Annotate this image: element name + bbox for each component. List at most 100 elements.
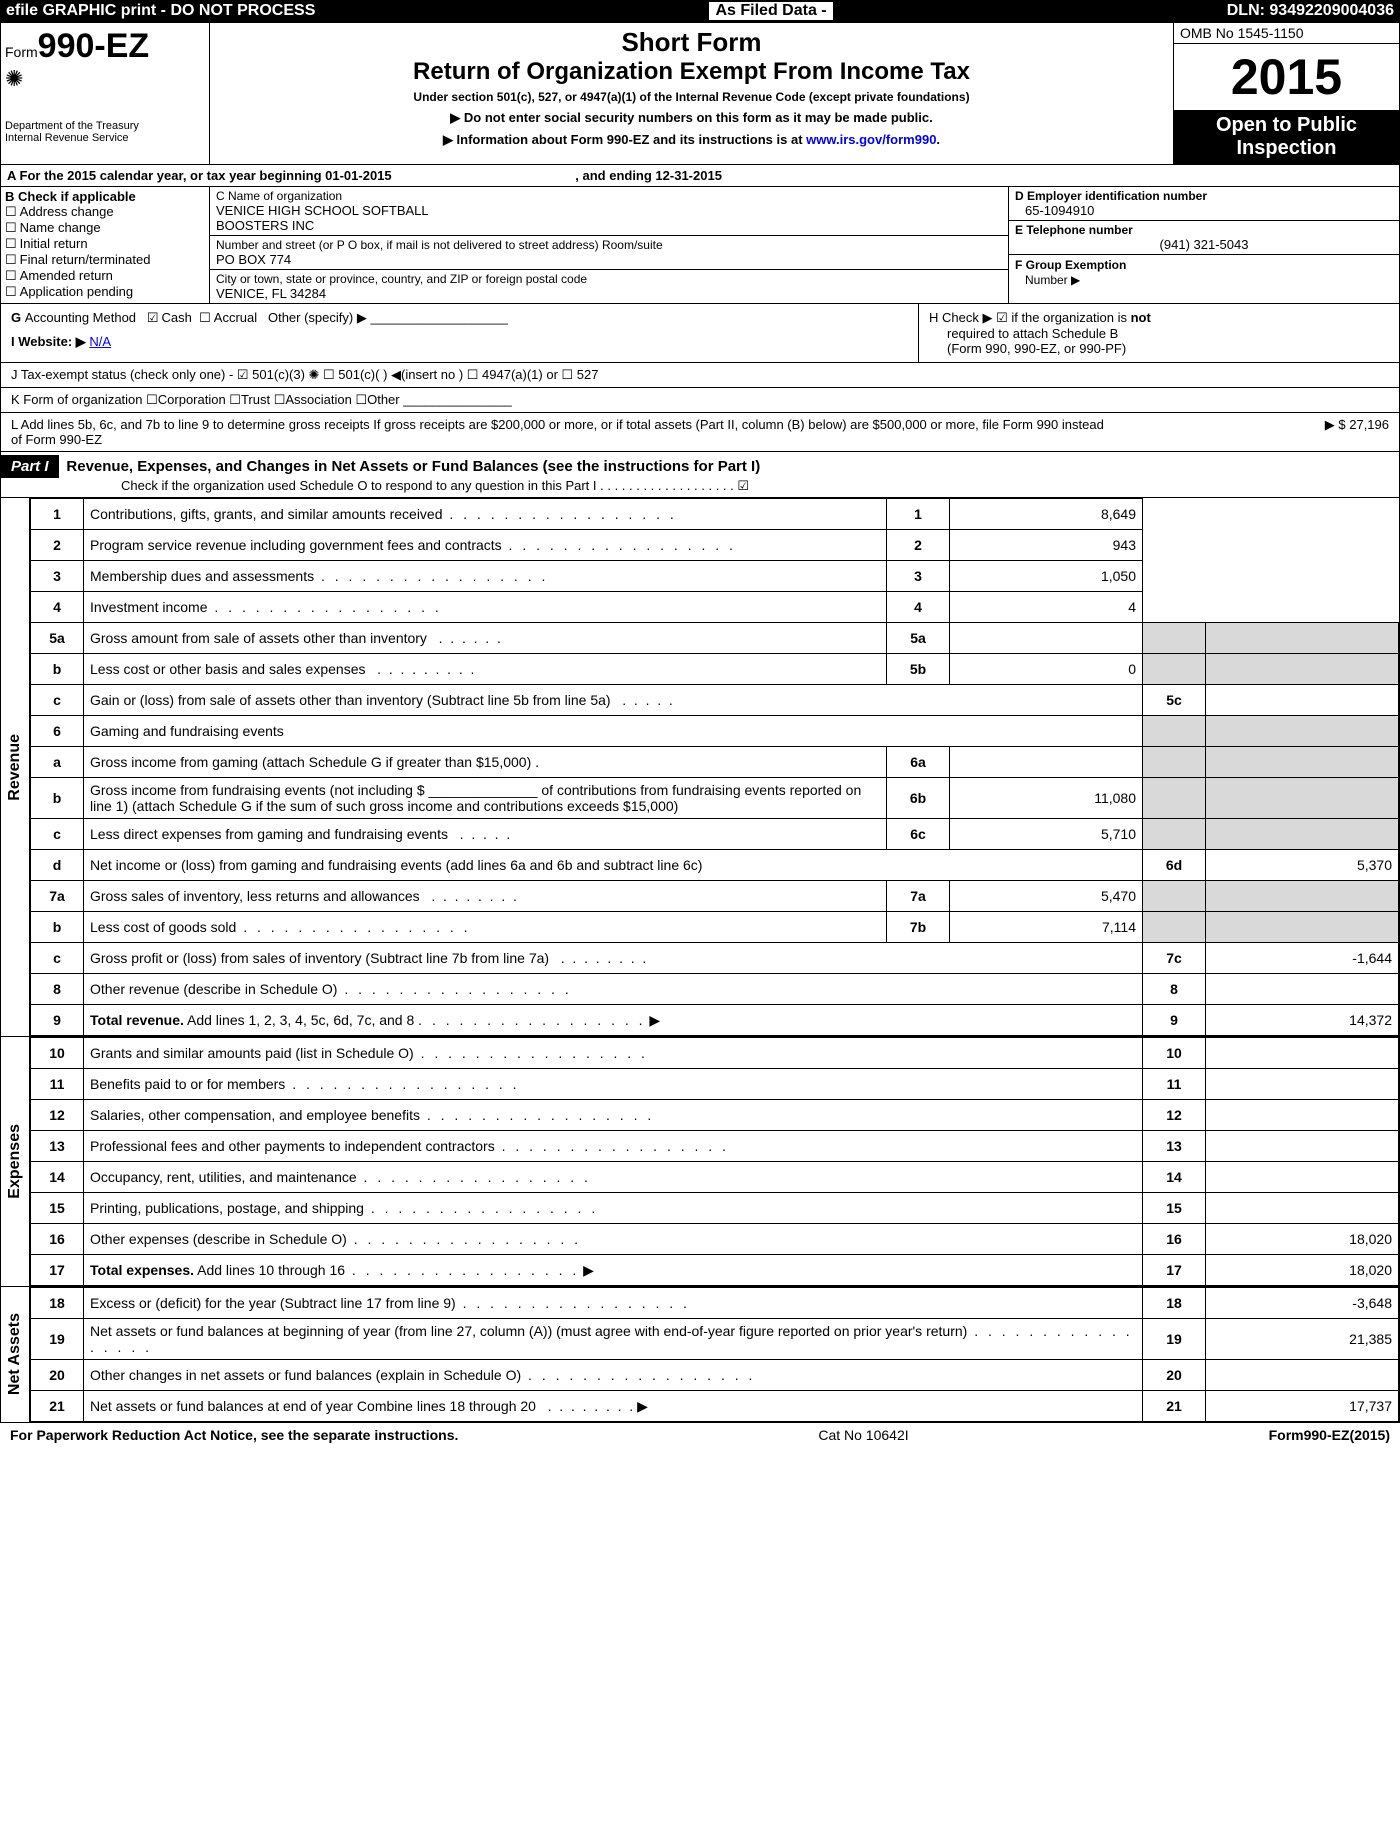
line-a: A For the 2015 calendar year, or tax yea… <box>0 165 1400 187</box>
line-j: J Tax-exempt status (check only one) - ☑… <box>0 363 1400 388</box>
form-header: Form990-EZ ✺ Department of the Treasury … <box>0 22 1400 165</box>
l7c-val: -1,644 <box>1206 943 1399 974</box>
chk-amended-return[interactable]: Amended return <box>5 268 205 284</box>
part1-label: Part I <box>1 455 59 478</box>
org-name-1: VENICE HIGH SCHOOL SOFTBALL <box>216 203 1002 218</box>
line-k: K Form of organization ☐Corporation ☐Tru… <box>0 388 1400 413</box>
l2-desc: Program service revenue including govern… <box>90 537 502 553</box>
l5b-val: 0 <box>950 654 1143 685</box>
l2-val: 943 <box>950 530 1143 561</box>
org-name-2: BOOSTERS INC <box>216 218 1002 233</box>
l6d-desc: Net income or (loss) from gaming and fun… <box>90 857 702 873</box>
l1-num: 1 <box>31 499 84 530</box>
l15-desc: Printing, publications, postage, and shi… <box>90 1200 364 1216</box>
topbar-right: DLN: 93492209004036 <box>1227 2 1394 20</box>
l8-desc: Other revenue (describe in Schedule O) <box>90 981 337 997</box>
footer-right: Form990-EZ(2015) <box>1269 1427 1390 1443</box>
l14-desc: Occupancy, rent, utilities, and maintena… <box>90 1169 357 1185</box>
l17-val: 18,020 <box>1206 1255 1399 1286</box>
chk-name-change[interactable]: Name change <box>5 220 205 236</box>
chk-final-return[interactable]: Final return/terminated <box>5 252 205 268</box>
l18-desc: Excess or (deficit) for the year (Subtra… <box>90 1295 456 1311</box>
b-label: B Check if applicable <box>5 189 136 204</box>
l7a-desc: Gross sales of inventory, less returns a… <box>90 888 420 904</box>
tax-year: 2015 <box>1174 44 1399 110</box>
part1-title: Revenue, Expenses, and Changes in Net As… <box>62 458 760 475</box>
l7c-desc: Gross profit or (loss) from sales of inv… <box>90 950 549 966</box>
irs-link[interactable]: www.irs.gov/form990 <box>806 132 936 147</box>
l7a-val: 5,470 <box>950 881 1143 912</box>
l11-desc: Benefits paid to or for members <box>90 1076 285 1092</box>
l5c-desc: Gain or (loss) from sale of assets other… <box>90 692 611 708</box>
dept-irs: Internal Revenue Service <box>5 132 205 144</box>
note-info: ▶ Information about Form 990-EZ and its … <box>218 132 1165 148</box>
side-net-assets: Net Assets <box>6 1313 24 1395</box>
d-label: D Employer identification number <box>1015 189 1393 203</box>
l21-val: 17,737 <box>1206 1391 1399 1422</box>
c-city-label: City or town, state or province, country… <box>216 272 1002 286</box>
l10-desc: Grants and similar amounts paid (list in… <box>90 1045 414 1061</box>
l3-desc: Membership dues and assessments <box>90 568 314 584</box>
phone: (941) 321-5043 <box>1015 237 1393 252</box>
l13-desc: Professional fees and other payments to … <box>90 1138 495 1154</box>
form-code: Form990-EZ <box>5 27 205 66</box>
l16-val: 18,020 <box>1206 1224 1399 1255</box>
line-g: G Accounting Method Cash Accrual Other (… <box>11 310 908 326</box>
footer-cat: Cat No 10642I <box>818 1427 908 1443</box>
org-city: VENICE, FL 34284 <box>216 286 1002 301</box>
footer: For Paperwork Reduction Act Notice, see … <box>0 1423 1400 1447</box>
topbar-mid: As Filed Data - <box>709 2 832 20</box>
l6d-val: 5,370 <box>1206 850 1399 881</box>
l3-val: 1,050 <box>950 561 1143 592</box>
l4-val: 4 <box>950 592 1143 623</box>
l6b-desc: Gross income from fundraising events (no… <box>90 782 861 814</box>
l21-desc: Net assets or fund balances at end of ye… <box>90 1398 536 1414</box>
line-l-text: L Add lines 5b, 6c, and 7b to line 9 to … <box>11 417 1111 447</box>
f-label: F Group Exemption <box>1015 258 1126 272</box>
side-expenses: Expenses <box>6 1124 24 1199</box>
l6a-desc: Gross income from gaming (attach Schedul… <box>90 754 531 770</box>
l6c-val: 5,710 <box>950 819 1143 850</box>
l7b-val: 7,114 <box>950 912 1143 943</box>
c-name-label: C Name of organization <box>216 189 1002 203</box>
topbar-left: efile GRAPHIC print - DO NOT PROCESS <box>6 2 315 20</box>
line-i: I Website: ▶ N/A <box>11 334 908 350</box>
omb-number: OMB No 1545-1150 <box>1174 23 1399 44</box>
l6b-val: 11,080 <box>950 778 1143 819</box>
l1-val: 8,649 <box>950 499 1143 530</box>
l6-desc: Gaming and fundraising events <box>90 723 284 739</box>
line-l-value: ▶ $ 27,196 <box>1325 417 1389 447</box>
side-revenue: Revenue <box>6 734 24 801</box>
l4-desc: Investment income <box>90 599 208 615</box>
form-subtitle: Under section 501(c), 527, or 4947(a)(1)… <box>218 90 1165 104</box>
website[interactable]: N/A <box>89 334 111 349</box>
org-street: PO BOX 774 <box>216 252 1002 267</box>
l19-desc: Net assets or fund balances at beginning… <box>90 1323 967 1339</box>
footer-left: For Paperwork Reduction Act Notice, see … <box>10 1427 458 1443</box>
l16-desc: Other expenses (describe in Schedule O) <box>90 1231 347 1247</box>
l5b-desc: Less cost or other basis and sales expen… <box>90 661 366 677</box>
c-street-label: Number and street (or P O box, if mail i… <box>216 238 1002 252</box>
chk-initial-return[interactable]: Initial return <box>5 236 205 252</box>
l12-desc: Salaries, other compensation, and employ… <box>90 1107 420 1123</box>
l7b-desc: Less cost of goods sold <box>90 919 236 935</box>
line-h: H Check ▶ ☑ if the organization is not r… <box>918 304 1399 362</box>
open-public: Open to Public Inspection <box>1174 110 1399 164</box>
l18-val: -3,648 <box>1206 1288 1399 1319</box>
form-prefix: Form <box>5 44 38 60</box>
ein: 65-1094910 <box>1015 203 1393 218</box>
form-number: 990-EZ <box>38 27 150 65</box>
l6c-desc: Less direct expenses from gaming and fun… <box>90 826 448 842</box>
e-label: E Telephone number <box>1015 223 1393 237</box>
l5a-desc: Gross amount from sale of assets other t… <box>90 630 427 646</box>
l1-desc: Contributions, gifts, grants, and simila… <box>90 506 443 522</box>
short-form-title: Short Form <box>218 27 1165 58</box>
chk-application-pending[interactable]: Application pending <box>5 284 205 300</box>
part1-schedo: Check if the organization used Schedule … <box>1 478 1399 494</box>
dept-treasury: Department of the Treasury <box>5 120 205 132</box>
l9-val: 14,372 <box>1206 1005 1399 1036</box>
chk-address-change[interactable]: Address change <box>5 204 205 220</box>
top-bar: efile GRAPHIC print - DO NOT PROCESS As … <box>0 0 1400 22</box>
l20-desc: Other changes in net assets or fund bala… <box>90 1367 521 1383</box>
f-label2: Number ▶ <box>1015 273 1080 287</box>
